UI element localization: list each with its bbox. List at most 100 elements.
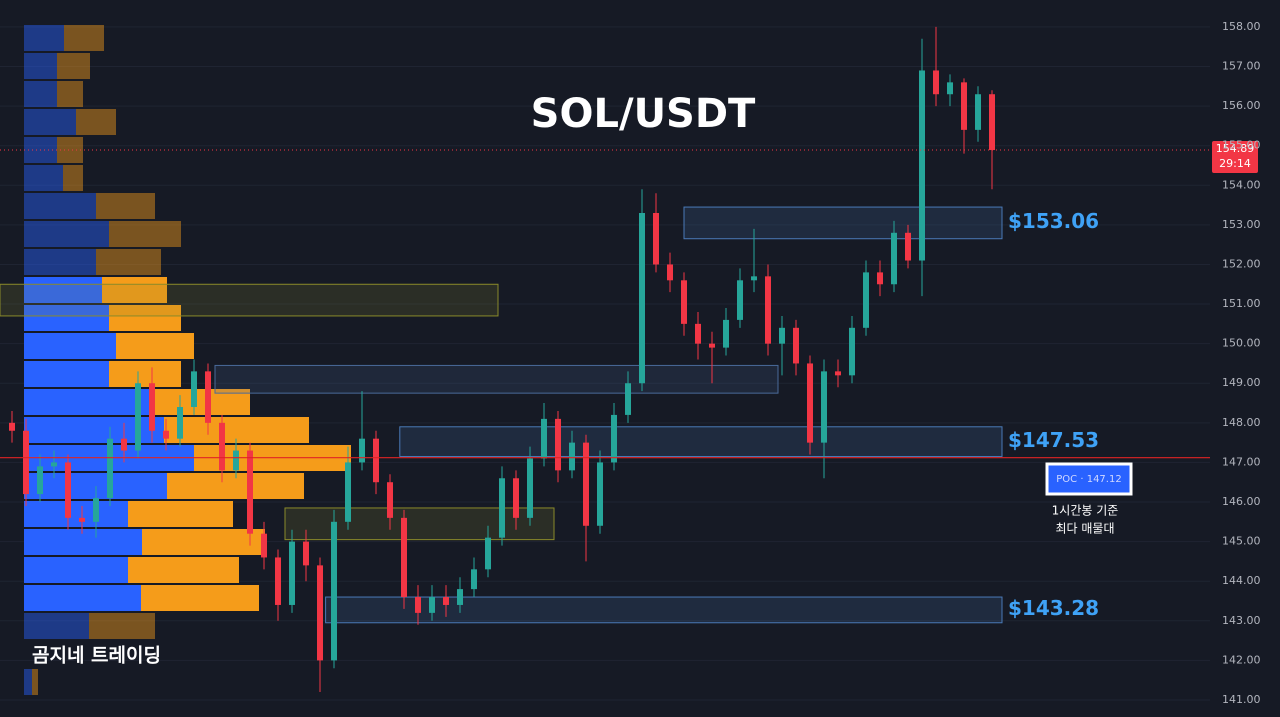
candle-body bbox=[919, 70, 925, 261]
profile-buy bbox=[24, 193, 96, 219]
candle-body bbox=[471, 569, 477, 590]
y-tick-label: 150.00 bbox=[1222, 337, 1261, 350]
poc-note: 1시간봉 기준 bbox=[1052, 504, 1119, 518]
profile-sell bbox=[116, 333, 194, 359]
y-tick-label: 153.00 bbox=[1222, 218, 1261, 231]
profile-buy bbox=[24, 501, 128, 527]
candle-body bbox=[317, 565, 323, 661]
profile-sell bbox=[128, 501, 233, 527]
zone-label: $143.28 bbox=[1008, 596, 1099, 620]
candle-body bbox=[625, 383, 631, 415]
profile-sell bbox=[89, 613, 155, 639]
y-tick-label: 152.00 bbox=[1222, 257, 1261, 270]
profile-sell bbox=[57, 81, 83, 107]
profile-sell bbox=[141, 585, 259, 611]
countdown: 29:14 bbox=[1219, 157, 1251, 170]
y-tick-label: 145.00 bbox=[1222, 535, 1261, 548]
profile-sell bbox=[102, 277, 167, 303]
candle-body bbox=[653, 213, 659, 265]
profile-buy bbox=[24, 361, 109, 387]
profile-buy bbox=[24, 81, 57, 107]
zone bbox=[399, 426, 1003, 457]
candle-body bbox=[247, 450, 253, 534]
candle-body bbox=[821, 371, 827, 443]
candle-body bbox=[93, 498, 99, 522]
candle-body bbox=[163, 430, 169, 439]
candle-body bbox=[205, 371, 211, 423]
candle-body bbox=[219, 422, 225, 471]
candle-body bbox=[891, 232, 897, 285]
candle-body bbox=[37, 466, 43, 495]
candle-body bbox=[107, 438, 113, 499]
candle-body bbox=[401, 517, 407, 598]
candle-body bbox=[933, 70, 939, 95]
candle-body bbox=[835, 371, 841, 376]
candle-body bbox=[723, 319, 729, 348]
candle-body bbox=[849, 327, 855, 376]
candle-body bbox=[499, 478, 505, 538]
y-tick-label: 158.00 bbox=[1222, 20, 1261, 33]
candle-body bbox=[121, 438, 127, 451]
last-price-box bbox=[1212, 141, 1258, 174]
candle-body bbox=[765, 276, 771, 344]
candle-body bbox=[65, 462, 71, 518]
profile-buy bbox=[24, 221, 109, 247]
candle-body bbox=[989, 94, 995, 151]
watermark: 곰지네 트레이딩 bbox=[32, 645, 161, 667]
profile-buy bbox=[24, 613, 89, 639]
candle-body bbox=[149, 383, 155, 431]
profile-buy bbox=[24, 53, 57, 79]
candle-body bbox=[191, 371, 197, 407]
y-tick-label: 141.00 bbox=[1222, 693, 1261, 706]
candle-body bbox=[415, 597, 421, 613]
candle-body bbox=[261, 533, 267, 558]
candle-body bbox=[289, 541, 295, 605]
candle-body bbox=[387, 482, 393, 518]
candle-body bbox=[779, 327, 785, 344]
candle-body bbox=[905, 232, 911, 261]
profile-sell bbox=[96, 193, 155, 219]
profile-buy bbox=[24, 249, 96, 275]
candle-body bbox=[555, 418, 561, 471]
zone bbox=[683, 206, 1003, 240]
y-tick-label: 146.00 bbox=[1222, 495, 1261, 508]
chart-title: SOL/USDT bbox=[531, 91, 756, 137]
profile-sell bbox=[109, 221, 181, 247]
candle-body bbox=[947, 82, 953, 95]
profile-sell bbox=[109, 361, 181, 387]
profile-sell bbox=[109, 305, 181, 331]
candle-body bbox=[359, 438, 365, 463]
y-tick-label: 148.00 bbox=[1222, 416, 1261, 429]
candle-body bbox=[303, 541, 309, 566]
profile-sell bbox=[64, 25, 104, 51]
zone bbox=[214, 364, 779, 394]
y-tick-label: 156.00 bbox=[1222, 99, 1261, 112]
candle-body bbox=[513, 478, 519, 518]
candle-body bbox=[233, 450, 239, 471]
candle-body bbox=[737, 280, 743, 320]
candle-body bbox=[611, 414, 617, 463]
y-tick-label: 142.00 bbox=[1222, 653, 1261, 666]
profile-buy bbox=[24, 585, 141, 611]
candle-body bbox=[429, 597, 435, 613]
candle-body bbox=[681, 280, 687, 324]
candle-body bbox=[709, 343, 715, 348]
profile-buy bbox=[24, 669, 32, 695]
candle-body bbox=[863, 272, 869, 328]
candle-body bbox=[541, 418, 547, 459]
candle-body bbox=[807, 363, 813, 443]
candle-body bbox=[79, 517, 85, 522]
candle-body bbox=[457, 589, 463, 605]
profile-buy bbox=[24, 333, 116, 359]
profile-buy bbox=[24, 25, 64, 51]
profile-sell bbox=[96, 249, 161, 275]
profile-sell bbox=[164, 417, 309, 443]
y-tick-label: 154.00 bbox=[1222, 178, 1261, 191]
zone bbox=[284, 507, 555, 541]
candle-body bbox=[583, 442, 589, 526]
profile-buy bbox=[24, 557, 128, 583]
candle-body bbox=[177, 406, 183, 439]
profile-sell bbox=[128, 557, 239, 583]
zone bbox=[0, 283, 499, 317]
